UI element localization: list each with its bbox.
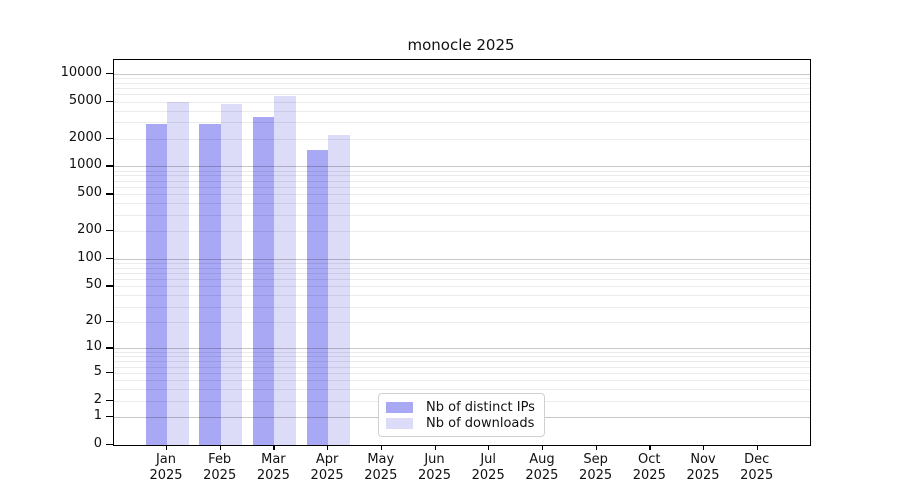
y-tick-label-100: 100: [77, 249, 102, 265]
y-tick-label-10: 10: [85, 339, 102, 355]
x-tick-label-jan: Jan 2025: [149, 452, 183, 483]
y-tick-mark-10000: [106, 72, 113, 74]
y-tick-label-2000: 2000: [68, 129, 102, 145]
x-tick-mark-dec: [756, 445, 758, 451]
y-tick-label-500: 500: [77, 185, 102, 201]
x-tick-mark-mar: [273, 445, 275, 451]
y-tick-label-2: 2: [93, 391, 102, 407]
legend-swatch-downloads: [386, 417, 413, 429]
y-tick-mark-50: [106, 285, 113, 287]
y-tick-mark-100: [106, 257, 113, 260]
x-tick-label-mar: Mar 2025: [256, 452, 290, 483]
x-tick-mark-jan: [166, 445, 168, 451]
chart-title: monocle 2025: [407, 36, 515, 54]
y-tick-label-200: 200: [77, 222, 102, 238]
x-tick-mark-feb: [219, 445, 221, 451]
y-tick-mark-1: [106, 416, 113, 418]
y-tick-label-50: 50: [85, 277, 102, 293]
y-tick-label-5000: 5000: [68, 92, 102, 108]
y-tick-label-1: 1: [93, 408, 102, 423]
bar-nb-of-distinct-ips-jan: [145, 123, 167, 445]
y-tick-label-5: 5: [93, 363, 102, 379]
x-tick-mark-nov: [703, 445, 705, 451]
y-tick-label-1000: 1000: [68, 157, 102, 173]
x-tick-label-may: May 2025: [364, 452, 398, 483]
x-tick-label-apr: Apr 2025: [310, 452, 344, 483]
legend-label-downloads: Nb of downloads: [426, 415, 535, 431]
x-tick-mark-sep: [595, 445, 597, 451]
y-tick-mark-2: [106, 399, 113, 401]
x-tick-label-nov: Nov 2025: [686, 452, 720, 483]
x-tick-label-aug: Aug 2025: [525, 452, 559, 483]
bars-layer: [114, 60, 810, 445]
x-tick-label-feb: Feb 2025: [203, 452, 237, 483]
legend: Nb of distinct IPs Nb of downloads: [378, 393, 545, 437]
y-tick-mark-1000: [106, 165, 113, 167]
bar-nb-of-downloads-feb: [220, 104, 243, 445]
x-tick-mark-may: [380, 445, 383, 451]
y-tick-mark-5000: [106, 100, 113, 102]
bar-nb-of-downloads-jan: [167, 101, 189, 445]
x-tick-label-oct: Oct 2025: [632, 452, 666, 483]
legend-swatch-distinct-ips: [386, 401, 413, 413]
y-tick-mark-200: [106, 230, 113, 232]
bar-nb-of-distinct-ips-mar: [252, 117, 275, 445]
x-tick-mark-jun: [434, 445, 436, 451]
legend-item-downloads: Nb of downloads: [386, 415, 536, 431]
x-tick-mark-oct: [649, 445, 651, 451]
y-tick-label-20: 20: [85, 313, 102, 329]
bar-nb-of-downloads-mar: [274, 96, 296, 445]
bar-nb-of-distinct-ips-apr: [306, 150, 329, 445]
x-tick-label-jun: Jun 2025: [417, 452, 452, 483]
y-tick-mark-10: [106, 347, 113, 349]
x-tick-label-dec: Dec 2025: [740, 452, 774, 483]
y-tick-label-0: 0: [93, 436, 102, 451]
y-tick-mark-2000: [106, 137, 113, 139]
x-tick-label-sep: Sep 2025: [579, 452, 613, 483]
x-tick-mark-jul: [488, 445, 490, 451]
y-tick-mark-20: [106, 321, 113, 323]
y-tick-label-10000: 10000: [60, 64, 102, 80]
plot-area: Nb of distinct IPs Nb of downloads: [113, 59, 811, 446]
legend-item-distinct-ips: Nb of distinct IPs: [386, 399, 536, 415]
y-tick-mark-5: [106, 371, 113, 373]
bar-nb-of-downloads-apr: [328, 134, 350, 445]
x-tick-mark-aug: [541, 445, 544, 451]
x-tick-label-jul: Jul 2025: [471, 452, 505, 483]
x-tick-mark-apr: [327, 445, 329, 451]
y-tick-mark-500: [106, 193, 113, 195]
y-tick-mark-0: [106, 444, 113, 446]
bar-nb-of-distinct-ips-feb: [199, 124, 221, 445]
legend-label-distinct-ips: Nb of distinct IPs: [426, 399, 535, 415]
